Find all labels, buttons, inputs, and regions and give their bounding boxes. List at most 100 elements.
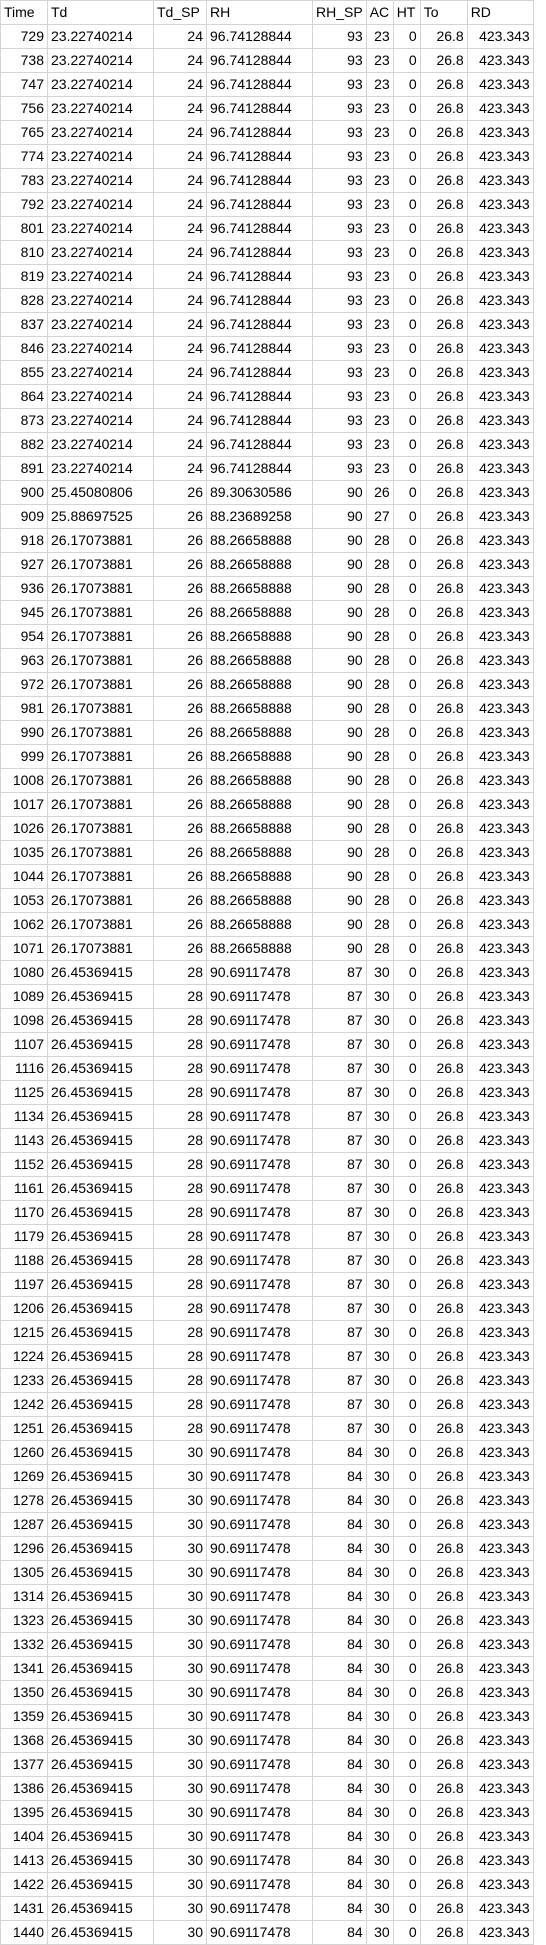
cell-rh-sp[interactable]: 87 — [312, 1392, 367, 1417]
cell-time[interactable]: 792 — [0, 192, 48, 217]
cell-to[interactable]: 26.8 — [419, 216, 468, 241]
cell-rh-sp[interactable]: 84 — [312, 1512, 367, 1537]
cell-rh-sp[interactable]: 90 — [312, 480, 367, 505]
cell-time[interactable]: 1440 — [0, 1920, 48, 1945]
cell-rh[interactable]: 90.69117478 — [206, 1896, 313, 1921]
cell-rh-sp[interactable]: 90 — [312, 792, 367, 817]
cell-ht[interactable]: 0 — [392, 1008, 421, 1033]
cell-rh-sp[interactable]: 93 — [312, 24, 367, 49]
cell-td-sp[interactable]: 26 — [153, 816, 207, 841]
cell-rd[interactable]: 423.343 — [466, 624, 534, 649]
cell-to[interactable]: 26.8 — [419, 1632, 468, 1657]
cell-rd[interactable]: 423.343 — [466, 648, 534, 673]
cell-rd[interactable]: 423.343 — [466, 48, 534, 73]
cell-rd[interactable]: 423.343 — [466, 1248, 534, 1273]
cell-td[interactable]: 26.45369415 — [47, 960, 154, 985]
cell-td[interactable]: 26.45369415 — [47, 1056, 154, 1081]
cell-rd[interactable]: 423.343 — [466, 1008, 534, 1033]
cell-td-sp[interactable]: 26 — [153, 840, 207, 865]
cell-ac[interactable]: 30 — [365, 1008, 394, 1033]
cell-ac[interactable]: 30 — [365, 1320, 394, 1345]
cell-rh[interactable]: 90.69117478 — [206, 1704, 313, 1729]
cell-rd[interactable]: 423.343 — [466, 1824, 534, 1849]
cell-ac[interactable]: 30 — [365, 1920, 394, 1945]
cell-rd[interactable]: 423.343 — [466, 984, 534, 1009]
cell-rd[interactable]: 423.343 — [466, 384, 534, 409]
cell-td-sp[interactable]: 26 — [153, 624, 207, 649]
cell-to[interactable]: 26.8 — [419, 1368, 468, 1393]
cell-to[interactable]: 26.8 — [419, 672, 468, 697]
cell-rd[interactable]: 423.343 — [466, 192, 534, 217]
cell-rd[interactable]: 423.343 — [466, 576, 534, 601]
cell-td[interactable]: 26.45369415 — [47, 1752, 154, 1777]
cell-td-sp[interactable]: 24 — [153, 288, 207, 313]
cell-time[interactable]: 918 — [0, 528, 48, 553]
cell-td[interactable]: 26.45369415 — [47, 1848, 154, 1873]
cell-rh-sp[interactable]: 90 — [312, 816, 367, 841]
cell-time[interactable]: 999 — [0, 744, 48, 769]
cell-rd[interactable]: 423.343 — [466, 312, 534, 337]
cell-td[interactable]: 26.17073881 — [47, 648, 154, 673]
cell-ht[interactable]: 0 — [392, 1320, 421, 1345]
cell-to[interactable]: 26.8 — [419, 1512, 468, 1537]
cell-ht[interactable]: 0 — [392, 1608, 421, 1633]
cell-time[interactable]: 927 — [0, 552, 48, 577]
cell-td-sp[interactable]: 26 — [153, 936, 207, 961]
cell-rh[interactable]: 88.26658888 — [206, 744, 313, 769]
cell-rd[interactable]: 423.343 — [466, 264, 534, 289]
cell-rd[interactable]: 423.343 — [466, 1296, 534, 1321]
cell-rh-sp[interactable]: 90 — [312, 528, 367, 553]
cell-rh[interactable]: 88.26658888 — [206, 816, 313, 841]
cell-ac[interactable]: 30 — [365, 1080, 394, 1105]
cell-ht[interactable]: 0 — [392, 96, 421, 121]
cell-ht[interactable]: 0 — [392, 1656, 421, 1681]
cell-td-sp[interactable]: 30 — [153, 1656, 207, 1681]
cell-td-sp[interactable]: 30 — [153, 1464, 207, 1489]
cell-rh[interactable]: 96.74128844 — [206, 240, 313, 265]
cell-ht[interactable]: 0 — [392, 1080, 421, 1105]
cell-time[interactable]: 1080 — [0, 960, 48, 985]
cell-to[interactable]: 26.8 — [419, 1920, 468, 1945]
cell-to[interactable]: 26.8 — [419, 1104, 468, 1129]
cell-td[interactable]: 23.22740214 — [47, 288, 154, 313]
cell-rh-sp[interactable]: 84 — [312, 1632, 367, 1657]
cell-rh-sp[interactable]: 84 — [312, 1560, 367, 1585]
cell-td[interactable]: 26.45369415 — [47, 1512, 154, 1537]
cell-ac[interactable]: 23 — [365, 168, 394, 193]
cell-ac[interactable]: 30 — [365, 1656, 394, 1681]
cell-to[interactable]: 26.8 — [419, 240, 468, 265]
cell-time[interactable]: 882 — [0, 432, 48, 457]
cell-ht[interactable]: 0 — [392, 936, 421, 961]
cell-td-sp[interactable]: 26 — [153, 480, 207, 505]
cell-rd[interactable]: 423.343 — [466, 72, 534, 97]
cell-td-sp[interactable]: 30 — [153, 1872, 207, 1897]
cell-rd[interactable]: 423.343 — [466, 1104, 534, 1129]
cell-rh-sp[interactable]: 87 — [312, 1320, 367, 1345]
cell-td[interactable]: 26.45369415 — [47, 1872, 154, 1897]
column-header-td-sp[interactable]: Td_SP — [153, 0, 207, 25]
cell-time[interactable]: 1314 — [0, 1584, 48, 1609]
cell-rd[interactable]: 423.343 — [466, 1872, 534, 1897]
cell-td-sp[interactable]: 30 — [153, 1776, 207, 1801]
cell-ht[interactable]: 0 — [392, 408, 421, 433]
cell-ac[interactable]: 28 — [365, 624, 394, 649]
cell-td-sp[interactable]: 30 — [153, 1488, 207, 1513]
cell-ht[interactable]: 0 — [392, 504, 421, 529]
cell-td-sp[interactable]: 28 — [153, 1320, 207, 1345]
cell-ac[interactable]: 23 — [365, 408, 394, 433]
cell-rh[interactable]: 90.69117478 — [206, 1248, 313, 1273]
cell-rd[interactable]: 423.343 — [466, 1680, 534, 1705]
cell-rd[interactable]: 423.343 — [466, 912, 534, 937]
cell-td[interactable]: 26.45369415 — [47, 1104, 154, 1129]
cell-ac[interactable]: 30 — [365, 1200, 394, 1225]
cell-ht[interactable]: 0 — [392, 120, 421, 145]
cell-rd[interactable]: 423.343 — [466, 480, 534, 505]
cell-time[interactable]: 765 — [0, 120, 48, 145]
cell-td-sp[interactable]: 28 — [153, 1080, 207, 1105]
cell-rh[interactable]: 96.74128844 — [206, 24, 313, 49]
cell-rh-sp[interactable]: 84 — [312, 1488, 367, 1513]
cell-rh-sp[interactable]: 90 — [312, 864, 367, 889]
cell-rh[interactable]: 90.69117478 — [206, 1056, 313, 1081]
cell-rd[interactable]: 423.343 — [466, 528, 534, 553]
cell-rh[interactable]: 88.26658888 — [206, 624, 313, 649]
